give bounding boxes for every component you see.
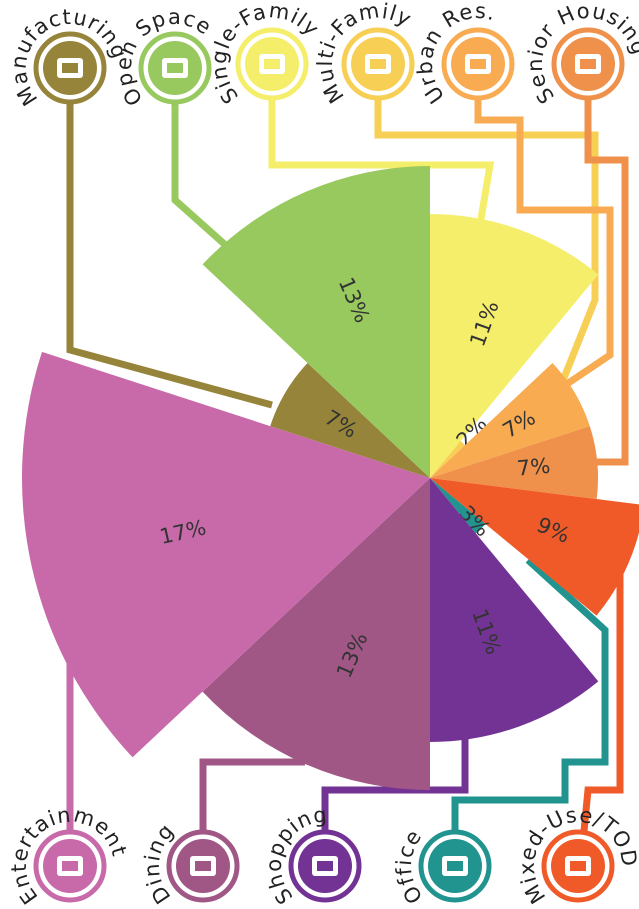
wedge [430,478,486,534]
category-icon: Entertainment [7,803,131,909]
value-label: 7% [516,454,551,481]
icon-glyph [62,63,78,73]
connector [474,97,614,395]
icon-glyph [264,59,280,69]
connector [268,97,495,226]
wedge [202,478,430,790]
icon-glyph [167,63,183,73]
category-icon: Shopping [262,803,362,909]
category-icon: Mixed-Use/TOD [515,803,639,908]
category-icon: Multi-Family [313,0,415,108]
wedge [202,166,430,478]
connector [374,97,599,390]
icon-glyph [447,861,463,871]
icon-glyph [317,861,333,871]
category-icon: Open Space [112,5,216,110]
wedge [430,362,590,478]
icon-glyph [580,59,596,69]
category-icon: Senior Housing [523,0,639,108]
connector [199,758,305,831]
wedge [22,351,431,758]
connector [171,103,243,261]
category-icon: Dining [140,819,240,908]
icon-glyph [570,861,586,871]
category-icon: Urban Res. [413,0,515,108]
category-icon: Office [392,825,492,908]
wedge [270,362,430,478]
wedge [430,214,599,478]
connector [321,726,469,831]
wedge [430,441,465,478]
wedge [430,478,599,742]
icon-glyph [62,861,78,871]
icon-glyph [370,59,386,69]
wedge [430,478,639,616]
category-icon: Single-Family [207,0,324,108]
icon-glyph [470,59,486,69]
icon-glyph [195,861,211,871]
connector [584,97,629,466]
connector [66,103,273,409]
wedge [430,426,598,500]
connector [451,557,609,831]
